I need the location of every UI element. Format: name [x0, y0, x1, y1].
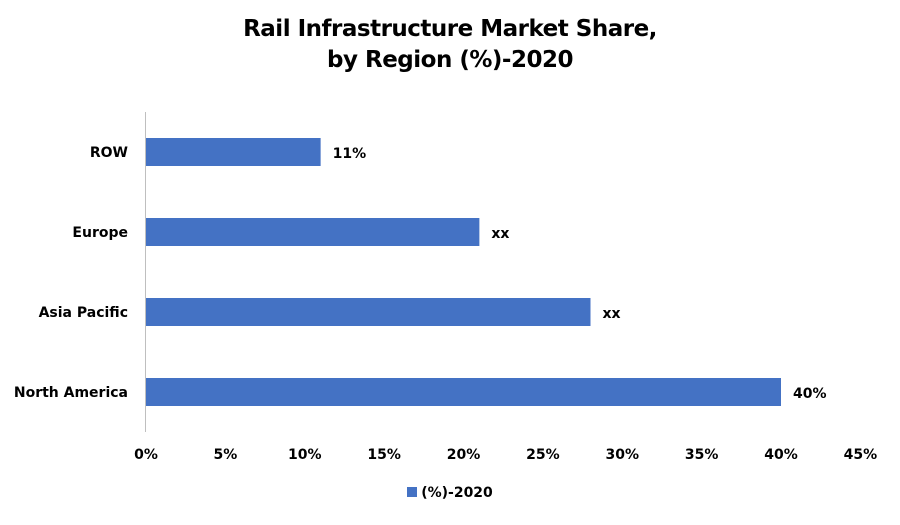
- category-label: Asia Pacific: [39, 305, 128, 321]
- bar-row: [146, 138, 321, 166]
- x-tick-label: 10%: [288, 447, 322, 463]
- x-tick-label: 0%: [134, 447, 158, 463]
- x-tick-label: 5%: [213, 447, 237, 463]
- x-tick-label: 35%: [685, 447, 719, 463]
- legend-swatch: [407, 487, 418, 497]
- data-label: 11%: [333, 146, 367, 162]
- bar-north-america: [146, 378, 781, 406]
- chart-title-line-2: by Region (%)-2020: [327, 47, 573, 73]
- x-tick-label: 45%: [844, 447, 878, 463]
- data-label: 40%: [793, 386, 827, 402]
- bar-asia-pacific: [146, 298, 591, 326]
- x-tick-label: 20%: [447, 447, 481, 463]
- category-label: North America: [14, 385, 128, 401]
- x-tick-label: 40%: [764, 447, 798, 463]
- bar-europe: [146, 218, 480, 246]
- data-label: xx: [491, 226, 509, 242]
- x-tick-label: 15%: [367, 447, 401, 463]
- chart-title: Rail Infrastructure Market Share, by Reg…: [0, 14, 900, 76]
- data-label: xx: [603, 306, 621, 322]
- legend-label: (%)-2020: [421, 485, 493, 501]
- x-tick-label: 25%: [526, 447, 560, 463]
- category-label: Europe: [72, 225, 128, 241]
- x-tick-label: 30%: [605, 447, 639, 463]
- legend: (%)-2020: [0, 485, 900, 501]
- chart-title-line-1: Rail Infrastructure Market Share,: [243, 16, 657, 42]
- category-label: ROW: [90, 145, 128, 161]
